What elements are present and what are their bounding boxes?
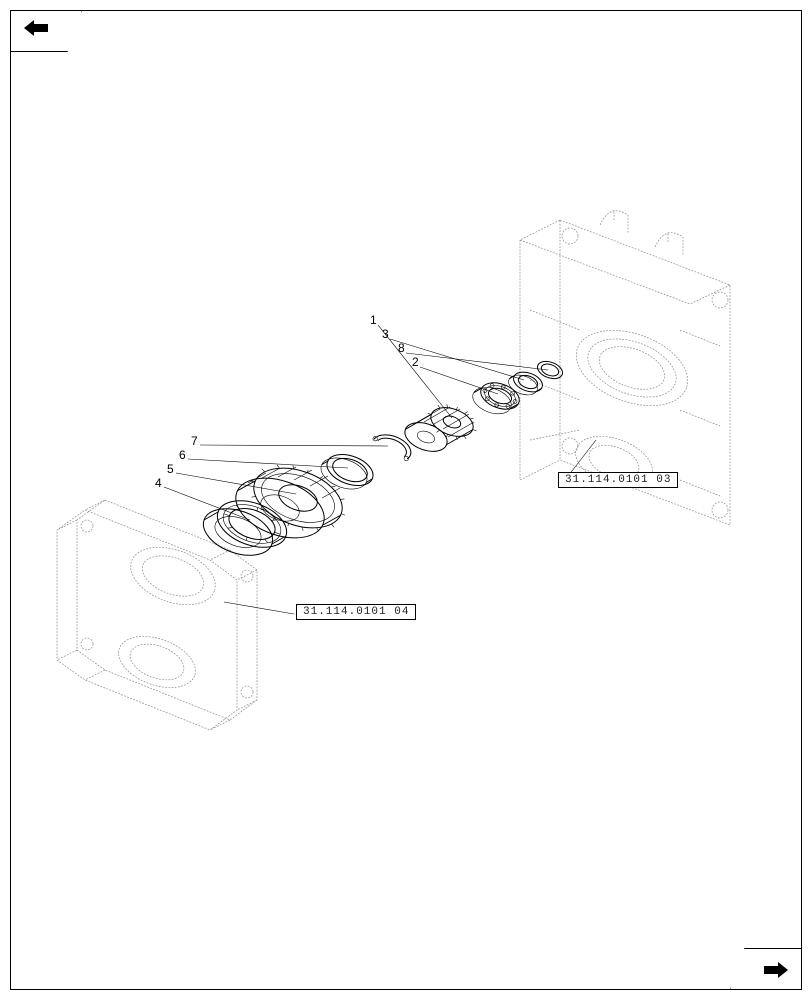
part-6-ring [317, 449, 378, 495]
part-1-pinion [401, 398, 482, 457]
leader-lines [164, 325, 548, 520]
ref-label-right-housing: 31.114.0101 03 [558, 472, 678, 488]
callout-8: 8 [398, 341, 405, 355]
part-7-snap-ring [370, 430, 415, 462]
part-8-seal [535, 358, 565, 382]
callout-1: 1 [370, 313, 377, 327]
callout-7: 7 [191, 434, 198, 448]
part-4-bearing [197, 492, 293, 564]
left-support-plate [57, 500, 257, 730]
callout-5: 5 [167, 462, 174, 476]
callout-2: 2 [412, 355, 419, 369]
ref-label-left-housing: 31.114.0101 04 [296, 604, 416, 620]
callout-6: 6 [179, 448, 186, 462]
part-2-bearing [469, 378, 523, 419]
callout-4: 4 [155, 476, 162, 490]
exploded-assembly-diagram: .ghost { stroke:#888; stroke-width:0.7; … [0, 0, 812, 1000]
callout-3: 3 [382, 327, 389, 341]
